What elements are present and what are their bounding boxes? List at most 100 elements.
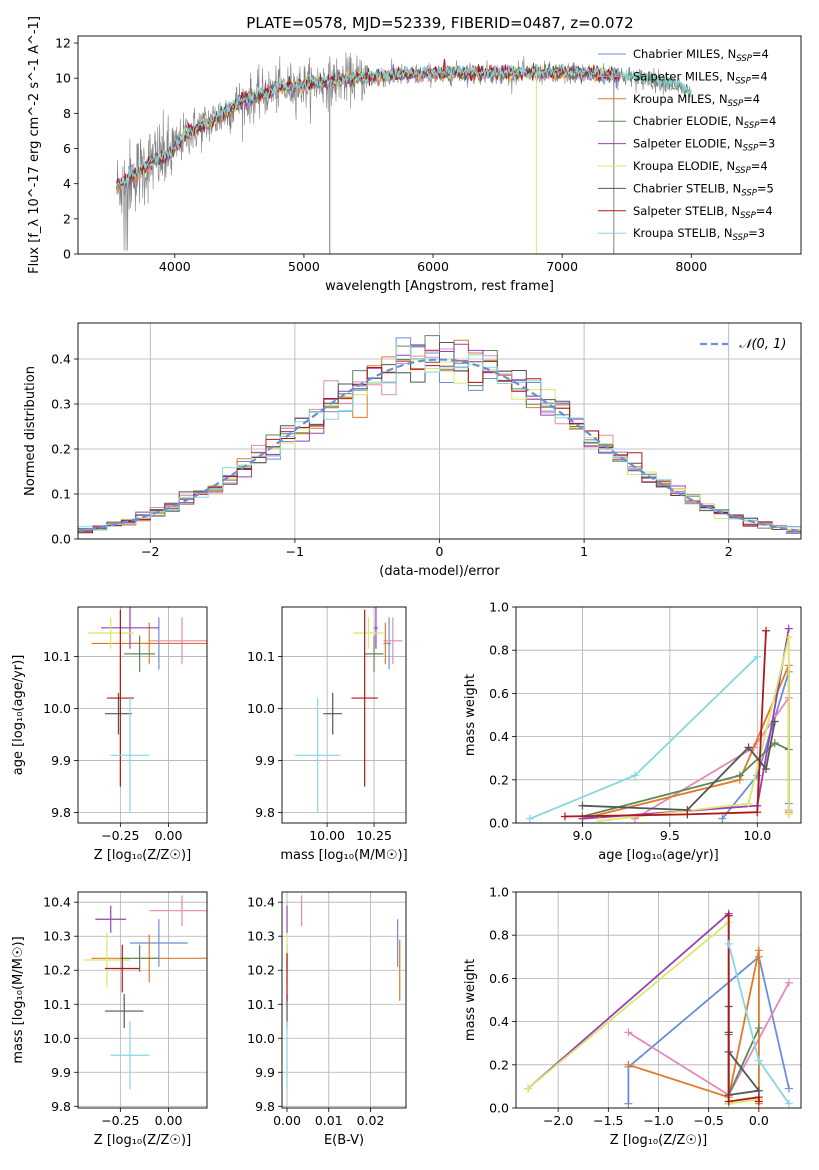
axes-frame bbox=[281, 606, 407, 824]
y-tick-label: 10.1 bbox=[43, 649, 71, 664]
series-marker bbox=[524, 1084, 533, 1093]
series-marker bbox=[784, 978, 793, 987]
x-tick-label: −0.5 bbox=[693, 1113, 723, 1128]
y-tick-label: 10.0 bbox=[43, 701, 71, 716]
y-tick-label: 9.8 bbox=[51, 1099, 71, 1114]
series-marker bbox=[624, 1028, 633, 1037]
y-tick-label: 4 bbox=[63, 176, 71, 191]
series-marker bbox=[595, 816, 604, 823]
x-tick-label: 9.0 bbox=[572, 828, 592, 843]
y-tick-label: 0.0 bbox=[489, 816, 509, 831]
series-marker bbox=[624, 1099, 633, 1108]
y-tick-label: 0.2 bbox=[51, 442, 71, 457]
x-tick-label: −1.0 bbox=[643, 1113, 673, 1128]
x-tick-label: 8000 bbox=[675, 259, 707, 274]
y-axis-label: mass weight bbox=[463, 959, 478, 1041]
series-line bbox=[599, 636, 790, 822]
x-tick-label: 4000 bbox=[159, 259, 191, 274]
x-tick-label: 9.5 bbox=[660, 828, 680, 843]
errorbar-salpeter-elodie bbox=[95, 905, 127, 933]
plot-area bbox=[87, 607, 207, 813]
plot-area bbox=[525, 624, 793, 823]
series-marker bbox=[784, 1099, 793, 1108]
series-line bbox=[627, 955, 790, 1104]
errorbar-salpeter-stelib bbox=[351, 609, 378, 787]
errorbar-chabrier-miles bbox=[387, 617, 391, 670]
x-tick-label: 0.02 bbox=[357, 1113, 385, 1128]
model-kroupa-stelib bbox=[116, 62, 692, 186]
series-marker bbox=[770, 739, 779, 748]
y-tick-label: 0 bbox=[63, 247, 71, 262]
series-marker bbox=[762, 765, 771, 773]
legend-label-salpeter-elodie: Salpeter ELODIE, NSSP=3 bbox=[633, 137, 775, 154]
age-vs-mass-panel: 10.00 10.25 9.8 9.9 10.0 10.1 mass [log₁₀(M/M☉… bbox=[247, 606, 408, 863]
series-chabrier-stelib bbox=[578, 717, 779, 815]
x-tick-label: −1.5 bbox=[593, 1113, 623, 1128]
series-kroupa-stelib bbox=[724, 939, 793, 1108]
x-axis-label: Z [log₁₀(Z/Z☉)] bbox=[94, 848, 191, 863]
legend-label-kroupa-miles: Kroupa MILES, NSSP=4 bbox=[633, 92, 760, 109]
normal-curve bbox=[78, 358, 801, 533]
histogram-salpeter-stelib bbox=[78, 360, 801, 534]
errorbar-salpeter-miles bbox=[149, 895, 207, 927]
series-marker bbox=[754, 946, 763, 955]
plot-area bbox=[83, 895, 207, 1090]
y-tick-label: 0.0 bbox=[489, 1101, 509, 1116]
x-tick-label: −0.25 bbox=[101, 1113, 139, 1128]
series-marker bbox=[784, 633, 793, 642]
axes-frame bbox=[515, 606, 802, 824]
errorbar-kroupa-miles bbox=[383, 622, 388, 665]
x-tick-label: 0.0 bbox=[749, 1113, 769, 1128]
errorbar-kroupa-elodie bbox=[83, 932, 130, 988]
series-marker bbox=[718, 814, 727, 823]
x-tick-label: 0 bbox=[436, 544, 444, 559]
x-tick-label: 1 bbox=[580, 544, 588, 559]
x-axis-label: mass [log₁₀(M/M☉)] bbox=[280, 848, 407, 863]
series-line bbox=[529, 656, 758, 820]
errorbar-salpeter-elodie bbox=[101, 607, 159, 649]
y-tick-label: 10.4 bbox=[247, 895, 275, 910]
errorbar-kroupa-stelib bbox=[110, 1021, 150, 1090]
y-tick-label: 1.0 bbox=[489, 885, 509, 900]
x-tick-label: 0.00 bbox=[155, 828, 183, 843]
axes-frame bbox=[77, 35, 802, 255]
y-tick-label: 10 bbox=[55, 71, 71, 86]
errorbar-chabrier-elodie bbox=[364, 635, 384, 673]
x-tick-label: 6000 bbox=[417, 259, 449, 274]
errorbar-salpeter-miles bbox=[149, 617, 207, 665]
series-marker bbox=[784, 810, 793, 819]
legend-label-normal: 𝒩(0, 1) bbox=[739, 337, 786, 352]
x-tick-label: 5000 bbox=[288, 259, 320, 274]
y-tick-label: 9.8 bbox=[255, 805, 275, 820]
x-tick-label: 2 bbox=[725, 544, 733, 559]
x-axis-label: E(B-V) bbox=[324, 1133, 364, 1148]
series-marker bbox=[724, 1097, 733, 1106]
y-tick-label: 8 bbox=[63, 106, 71, 121]
errorbar-chabrier-stelib bbox=[323, 692, 343, 735]
y-tick-label: 9.8 bbox=[255, 1099, 275, 1114]
y-tick-label: 10.2 bbox=[43, 963, 71, 978]
y-tick-label: 10.1 bbox=[247, 649, 275, 664]
y-axis-label: mass weight bbox=[463, 674, 478, 756]
series-marker bbox=[744, 743, 753, 752]
residuals-panel: −2 −1 0 1 2 0.0 0.1 0.2 0.3 0.4 (data-model)/error… bbox=[23, 322, 802, 579]
x-tick-label: 10.00 bbox=[309, 828, 345, 843]
series-marker bbox=[753, 808, 762, 817]
errorbar-salpeter-stelib bbox=[104, 944, 140, 993]
series-marker bbox=[762, 626, 771, 635]
x-tick-label: 10.0 bbox=[743, 828, 771, 843]
errorbar-chabrier-elodie bbox=[120, 944, 159, 972]
series-kroupa-stelib bbox=[525, 652, 762, 823]
y-tick-label: 9.9 bbox=[51, 753, 71, 768]
y-tick-label: 10.1 bbox=[247, 997, 275, 1012]
series-marker bbox=[784, 624, 793, 633]
y-axis-label: Normed distribution bbox=[23, 366, 38, 496]
y-tick-label: 0.6 bbox=[489, 686, 509, 701]
y-tick-label: 0.2 bbox=[489, 772, 509, 787]
x-axis-label: age [log₁₀(age/yr)] bbox=[598, 848, 719, 863]
x-tick-label: 7000 bbox=[546, 259, 578, 274]
series-marker bbox=[578, 801, 587, 810]
y-tick-label: 0.4 bbox=[489, 1014, 509, 1029]
x-tick-label: −2.0 bbox=[543, 1113, 573, 1128]
series-marker bbox=[525, 814, 534, 823]
